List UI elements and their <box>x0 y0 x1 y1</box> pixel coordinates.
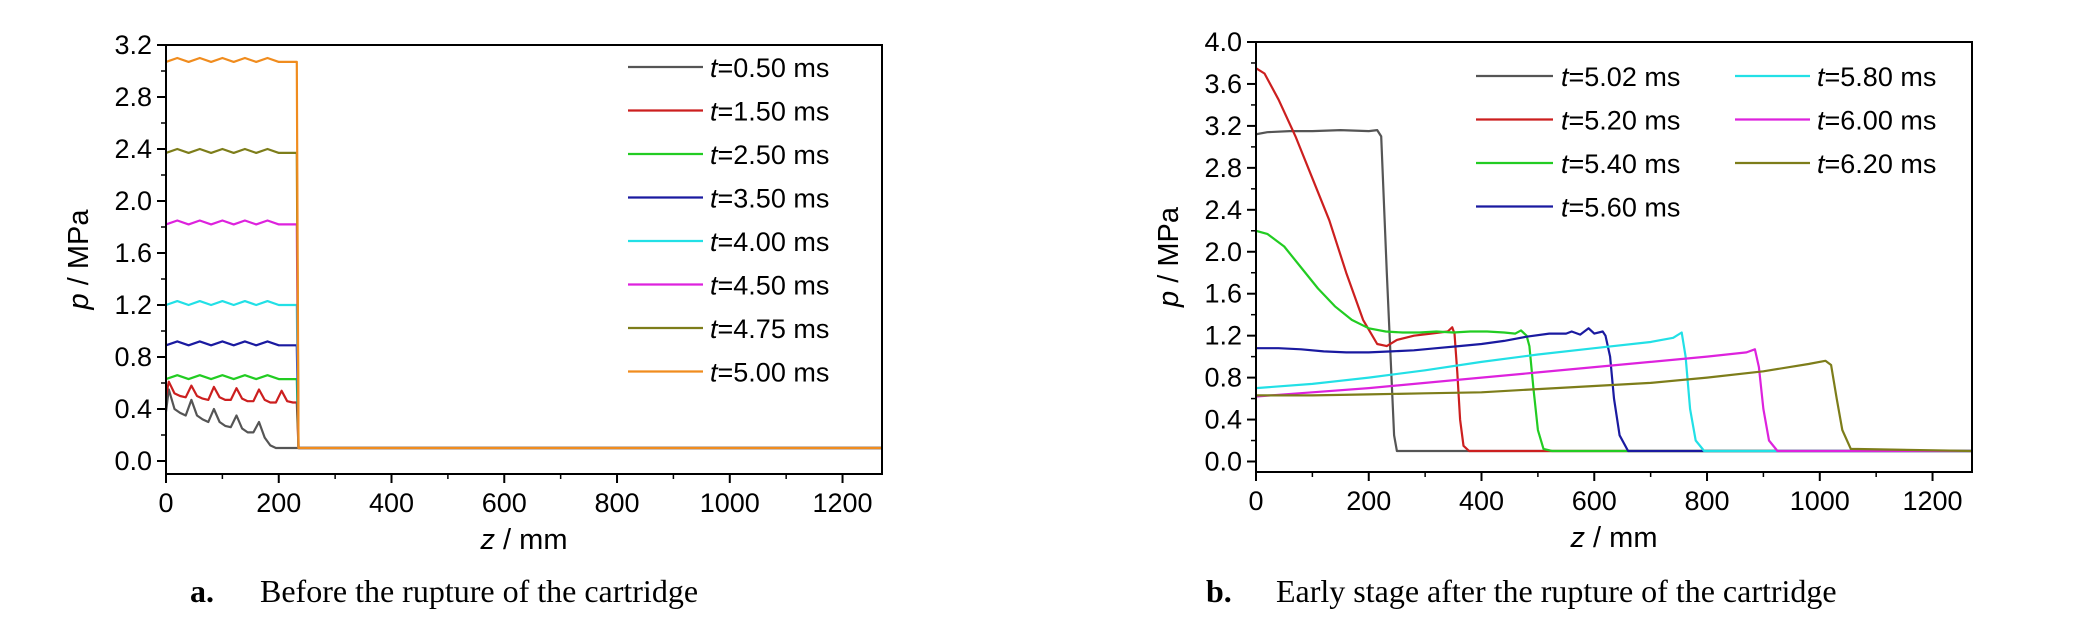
x-tick-label: 0 <box>158 488 173 518</box>
y-tick-label: 1.6 <box>1204 279 1242 309</box>
x-tick-label: 1200 <box>812 488 872 518</box>
y-tick-label: 2.8 <box>114 82 152 112</box>
legend-label-4: t=3.50 ms <box>710 184 829 214</box>
legend-label-6: t=4.50 ms <box>710 271 829 301</box>
y-tick-label: 2.4 <box>114 134 152 164</box>
y-tick-label: 2.0 <box>114 186 152 216</box>
x-tick-label: 1200 <box>1902 486 1962 516</box>
y-tick-label: 0.0 <box>1204 447 1242 477</box>
legend-label-5: t=5.80 ms <box>1817 62 1936 92</box>
x-tick-label: 600 <box>482 488 527 518</box>
legend-label-1: t=0.50 ms <box>710 53 829 83</box>
x-tick-label: 1000 <box>700 488 760 518</box>
legend-label-8: t=5.00 ms <box>710 358 829 388</box>
panel-a-caption: Before the rupture of the cartridge <box>260 573 698 609</box>
y-tick-label: 2.4 <box>1204 195 1242 225</box>
legend-label-3: t=2.50 ms <box>710 140 829 170</box>
y-tick-label: 4.0 <box>1204 27 1242 57</box>
series-lines <box>1256 67 1972 453</box>
legend: t=5.02 ms t=5.20 ms t=5.40 ms t=5.60 ms t=5.… <box>1476 62 1936 223</box>
x-tick-label: 800 <box>594 488 639 518</box>
series-line-3 <box>166 374 882 450</box>
series-line-5 <box>1256 331 1972 453</box>
legend-label-2: t=1.50 ms <box>710 97 829 127</box>
y-tick-label: 1.6 <box>114 238 152 268</box>
series-line-2 <box>166 380 882 450</box>
legend-label-6: t=6.00 ms <box>1817 106 1936 136</box>
series-line-4 <box>166 340 882 450</box>
series-line-2 <box>1256 67 1972 453</box>
series-line-1 <box>1256 129 1972 453</box>
x-tick-label: 1000 <box>1790 486 1850 516</box>
x-tick-label: 400 <box>369 488 414 518</box>
y-tick-label: 0.4 <box>1204 405 1242 435</box>
x-tick-label: 200 <box>256 488 301 518</box>
y-axis-label: p / MPa <box>1153 206 1185 308</box>
series-line-5 <box>166 300 882 450</box>
y-tick-label: 0.8 <box>1204 363 1242 393</box>
panel-a-letter: a. <box>190 573 214 609</box>
x-tick-label: 0 <box>1248 486 1263 516</box>
plot-frame <box>1255 41 1973 473</box>
series-line-3 <box>1256 229 1972 453</box>
series-line-7 <box>1256 359 1972 453</box>
x-tick-label: 400 <box>1459 486 1504 516</box>
legend-label-3: t=5.40 ms <box>1561 149 1680 179</box>
series-line-7 <box>166 147 882 450</box>
y-tick-label: 3.6 <box>1204 69 1242 99</box>
x-axis-label: z / mm <box>1570 522 1658 554</box>
series-line-6 <box>166 219 882 450</box>
panel-b-caption: Early stage after the rupture of the car… <box>1276 573 1837 609</box>
legend-label-7: t=6.20 ms <box>1817 149 1936 179</box>
legend-label-1: t=5.02 ms <box>1561 62 1680 92</box>
legend-label-4: t=5.60 ms <box>1561 193 1680 223</box>
y-tick-label: 1.2 <box>1204 321 1242 351</box>
series-lines <box>166 56 882 450</box>
y-tick-label: 0.8 <box>114 342 152 372</box>
x-axis-label: z / mm <box>480 524 568 556</box>
panel-b-chart: 0 200 400 600 800 1000 1200 0.0 0.4 0.8 1.2 1.6 2.0 2… <box>1153 27 1973 554</box>
y-tick-label: 3.2 <box>114 30 152 60</box>
y-tick-label: 1.2 <box>114 290 152 320</box>
panel-b-letter: b. <box>1206 573 1232 609</box>
x-tick-label: 200 <box>1346 486 1391 516</box>
y-axis-label: p / MPa <box>63 209 95 311</box>
x-tick-label: 600 <box>1572 486 1617 516</box>
legend-label-7: t=4.75 ms <box>710 314 829 344</box>
y-tick-label: 0.4 <box>114 394 152 424</box>
x-tick-label: 800 <box>1684 486 1729 516</box>
legend-label-5: t=4.00 ms <box>710 227 829 257</box>
plot-frame <box>165 44 883 475</box>
y-tick-label: 3.2 <box>1204 111 1242 141</box>
y-tick-label: 2.0 <box>1204 237 1242 267</box>
legend: t=0.50 ms t=1.50 ms t=2.50 ms t=3.50 ms t=4.… <box>628 53 829 388</box>
series-line-4 <box>1256 327 1972 453</box>
series-line-8 <box>166 56 882 450</box>
panel-a-chart: 0 200 400 600 800 1000 1200 0.0 0.4 0.8 1.2 1.6 2.0 2… <box>63 30 883 556</box>
series-line-6 <box>1256 348 1972 453</box>
y-tick-label: 2.8 <box>1204 153 1242 183</box>
legend-label-2: t=5.20 ms <box>1561 106 1680 136</box>
y-tick-label: 0.0 <box>114 446 152 476</box>
series-line-1 <box>166 388 882 450</box>
